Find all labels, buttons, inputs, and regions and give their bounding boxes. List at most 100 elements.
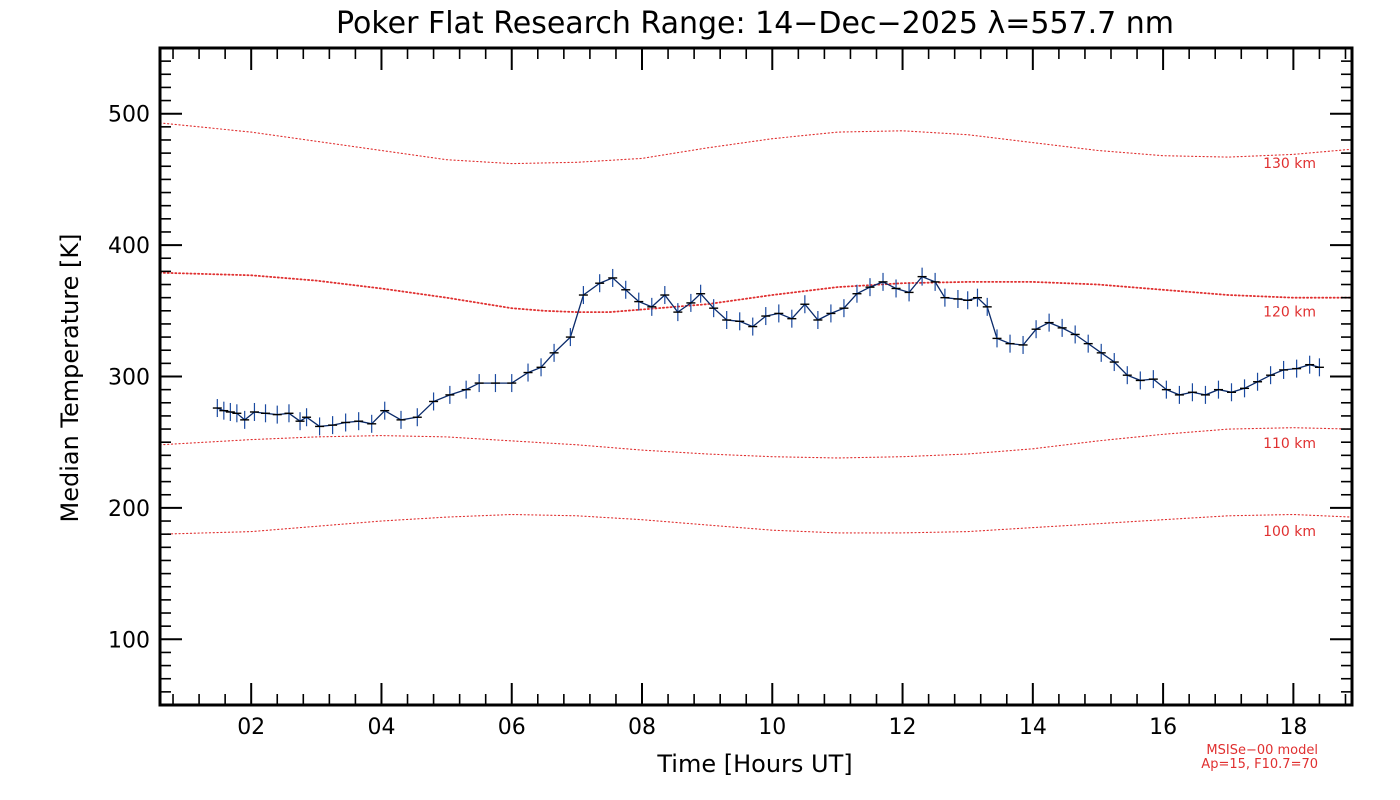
data-point	[396, 410, 406, 429]
x-tick-label: 06	[498, 715, 526, 740]
data-point	[722, 310, 732, 329]
data-point	[461, 380, 471, 399]
data-point	[490, 374, 500, 393]
data-point	[1122, 366, 1132, 385]
data-point	[249, 402, 259, 421]
data-point	[826, 304, 836, 323]
data-point	[634, 292, 644, 311]
data-point	[686, 293, 696, 312]
data-point	[429, 392, 439, 411]
model-footnote-line-1: MSISe−00 model	[1206, 743, 1318, 758]
data-point	[549, 343, 559, 362]
data-point	[1213, 380, 1223, 399]
data-point	[367, 414, 377, 433]
y-axis-label: Median Temperature [K]	[56, 233, 84, 522]
series-layer	[212, 267, 1324, 436]
y-tick-label: 200	[108, 497, 150, 522]
data-point	[354, 412, 364, 431]
data-point	[315, 417, 325, 436]
data-point	[1109, 353, 1119, 372]
y-tick-label: 100	[108, 628, 150, 653]
data-point	[1266, 366, 1276, 385]
data-point	[647, 297, 657, 316]
data-point	[1018, 335, 1028, 354]
data-point	[1057, 318, 1067, 337]
data-point	[761, 307, 771, 326]
data-point	[1174, 385, 1184, 404]
data-point	[380, 401, 390, 420]
data-point	[673, 303, 683, 322]
data-point	[212, 399, 222, 418]
data-point	[696, 284, 706, 303]
data-point	[1096, 343, 1106, 362]
data-point	[660, 286, 670, 305]
series-line-0	[217, 275, 1320, 428]
data-point	[536, 358, 546, 377]
data-point	[1044, 313, 1054, 332]
data-point	[595, 274, 605, 293]
data-point	[1226, 383, 1236, 402]
data-point	[774, 304, 784, 323]
data-point	[578, 286, 588, 305]
data-point	[787, 309, 797, 328]
x-tick-label: 12	[889, 715, 917, 740]
data-point	[1305, 355, 1315, 374]
data-point	[1279, 360, 1289, 379]
model-curve-label-3: 100 km	[1263, 524, 1316, 540]
data-point	[523, 363, 533, 382]
data-point	[445, 385, 455, 404]
data-point	[1253, 372, 1263, 391]
x-tick-label: 10	[758, 715, 786, 740]
x-tick-label: 02	[237, 715, 265, 740]
data-point	[1314, 358, 1324, 377]
plot-frame	[158, 46, 1354, 707]
data-point	[1031, 320, 1041, 339]
x-tick-label: 14	[1019, 715, 1047, 740]
x-tick-label: 16	[1149, 715, 1177, 740]
data-point	[1005, 334, 1015, 353]
x-tick-label: 08	[628, 715, 656, 740]
data-point	[261, 404, 271, 423]
data-point	[1200, 385, 1210, 404]
data-point	[1292, 359, 1302, 378]
data-point	[813, 310, 823, 329]
data-point	[839, 299, 849, 318]
data-point	[1161, 380, 1171, 399]
data-point	[1187, 383, 1197, 402]
y-tick-label: 300	[108, 366, 150, 391]
data-point	[272, 405, 282, 424]
data-point	[709, 299, 719, 318]
data-point	[1148, 370, 1158, 389]
data-point	[565, 328, 575, 347]
data-point	[865, 278, 875, 297]
data-point	[940, 288, 950, 307]
model-curve-2	[159, 427, 1353, 459]
data-point	[284, 404, 294, 423]
data-point	[302, 408, 312, 427]
model-footnote-line-2: Ap=15, F10.7=70	[1201, 757, 1318, 772]
y-tick-label: 500	[108, 103, 150, 128]
data-point	[1083, 334, 1093, 353]
data-point	[972, 288, 982, 307]
model-curve-0	[159, 122, 1353, 165]
data-point	[891, 279, 901, 298]
x-axis-label: Time [Hours UT]	[656, 750, 852, 778]
data-point	[225, 402, 235, 421]
data-point	[474, 374, 484, 393]
data-point	[412, 408, 422, 427]
data-point	[748, 317, 758, 336]
y-tick-label: 400	[108, 234, 150, 259]
data-point	[1240, 379, 1250, 398]
data-point	[735, 312, 745, 331]
data-point	[953, 289, 963, 308]
chart-title: Poker Flat Research Range: 14−Dec−2025 λ…	[336, 6, 1174, 41]
x-tick-label: 04	[367, 715, 395, 740]
data-point	[341, 413, 351, 432]
x-tick-label: 18	[1279, 715, 1307, 740]
data-point	[852, 284, 862, 303]
data-point	[992, 329, 1002, 348]
model-curve-3	[159, 513, 1353, 535]
data-point	[621, 280, 631, 299]
model-curve-1	[159, 271, 1353, 314]
